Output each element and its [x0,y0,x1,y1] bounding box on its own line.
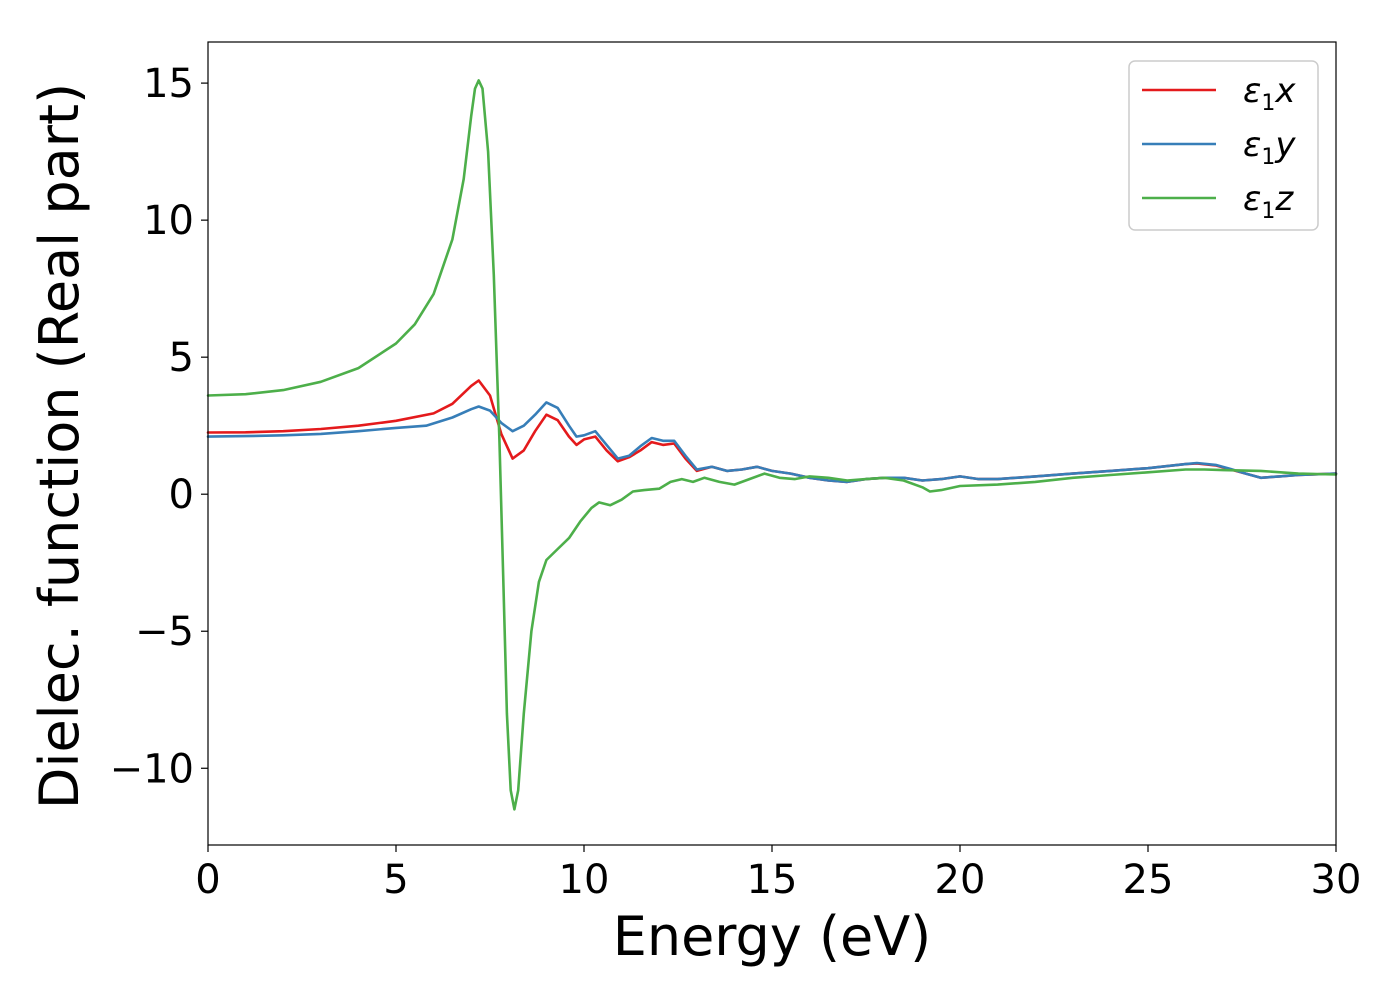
legend-label-x: ε1x [1243,71,1296,116]
y-tick-label: −10 [110,746,194,792]
series-line-z [206,79,1338,811]
legend: ε1x ε1y ε1z [1128,60,1319,231]
y-axis-label: Dielec. function (Real part) [28,83,91,809]
x-tick-label: 25 [1123,857,1174,903]
x-axis-label: Energy (eV) [613,905,932,968]
x-tick-label: 10 [559,857,610,903]
legend-label-z: ε1z [1243,179,1294,224]
x-axis: 0 5 10 15 20 25 30 [195,845,1361,903]
y-tick-label: −5 [135,609,194,655]
x-tick-label: 5 [383,857,408,903]
y-axis: −10 −5 0 5 10 15 [110,61,208,792]
legend-label-y: ε1y [1243,125,1296,170]
x-tick-label: 20 [935,857,986,903]
y-tick-label: 0 [169,472,194,518]
legend-frame [1128,60,1319,231]
series-line-y [206,401,1338,484]
x-tick-label: 30 [1311,857,1362,903]
x-tick-label: 0 [195,857,220,903]
y-tick-label: 5 [169,335,194,381]
x-tick-label: 15 [747,857,798,903]
plot-lines [206,79,1338,811]
y-tick-label: 15 [143,61,194,107]
y-tick-label: 10 [143,198,194,244]
